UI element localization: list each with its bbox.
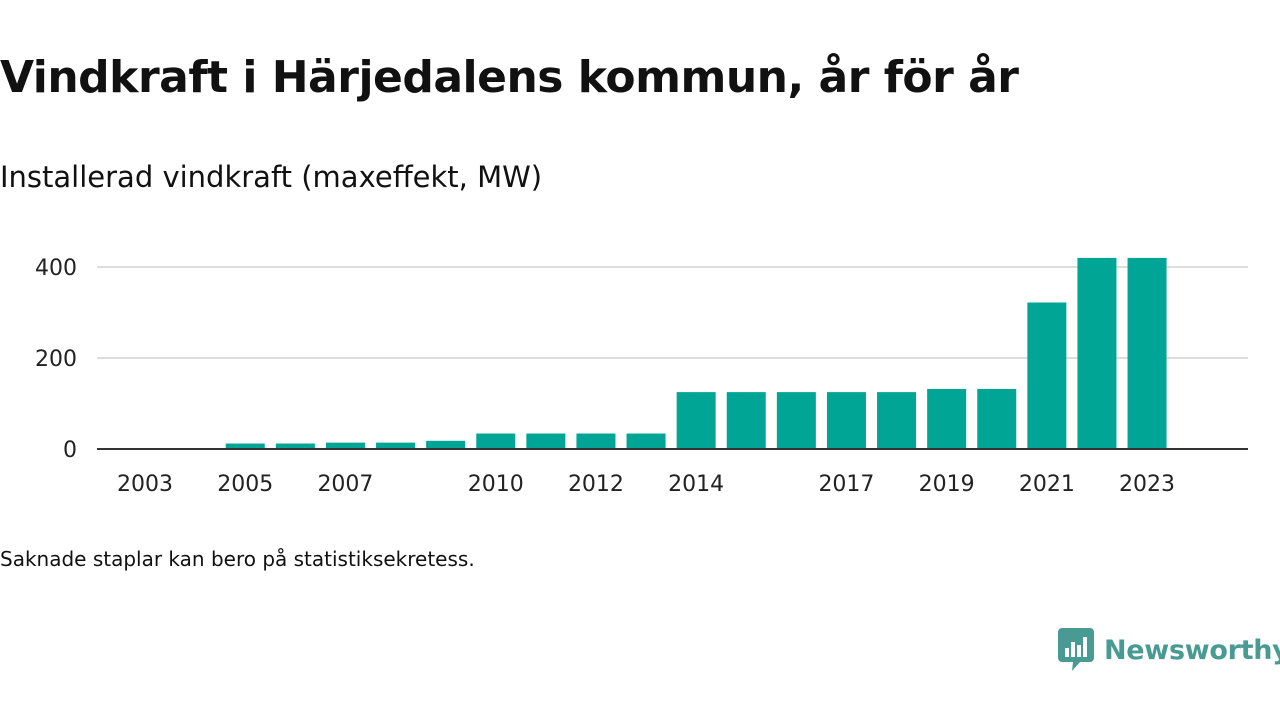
bar-2006 [275,443,315,449]
bar-2014 [676,392,716,449]
bar-2008 [376,442,416,449]
x-tick-label: 2007 [317,472,373,497]
bar-2022 [1077,257,1117,449]
y-tick-label: 400 [35,256,77,281]
x-tick-label: 2021 [1019,472,1075,497]
x-tick-label: 2014 [668,472,724,497]
bar-2007 [325,442,365,449]
x-tick-label: 2019 [919,472,975,497]
x-tick-label: 2010 [468,472,524,497]
bar-2018 [877,392,917,449]
bar-2016 [776,392,816,449]
y-tick-label: 200 [35,347,77,372]
x-tick-label: 2023 [1119,472,1175,497]
y-tick-label: 0 [63,438,77,463]
bar-2009 [426,440,466,449]
bar-2017 [826,392,866,449]
bar-2005 [225,443,265,449]
x-tick-label: 2005 [217,472,273,497]
chart-subtitle: Installerad vindkraft (maxeffekt, MW) [0,160,543,194]
newsworthy-logo-icon [1058,628,1094,671]
bar-2011 [526,433,566,449]
bar-2021 [1027,302,1067,449]
x-tick-label: 2017 [818,472,874,497]
bar-2023 [1127,257,1167,449]
brand-name: Newsworthy [1104,634,1280,666]
bar-chart: 0 200 400 2003 2005 2007 2010 2012 2014 2017 2019 2… [35,256,1248,497]
x-tick-label: 2003 [117,472,173,497]
brand-logo: Newsworthy [1058,628,1280,672]
footnote: Saknade staplar kan bero på statistiksek… [0,547,475,571]
bar-2020 [977,388,1017,449]
bar-2019 [927,388,967,449]
bar-2013 [626,433,666,449]
bar-2010 [476,433,516,449]
x-tick-label: 2012 [568,472,624,497]
bar-2015 [726,392,766,449]
bar-2012 [576,433,616,449]
chart-title: Vindkraft i Härjedalens kommun, år för å… [0,52,1019,103]
